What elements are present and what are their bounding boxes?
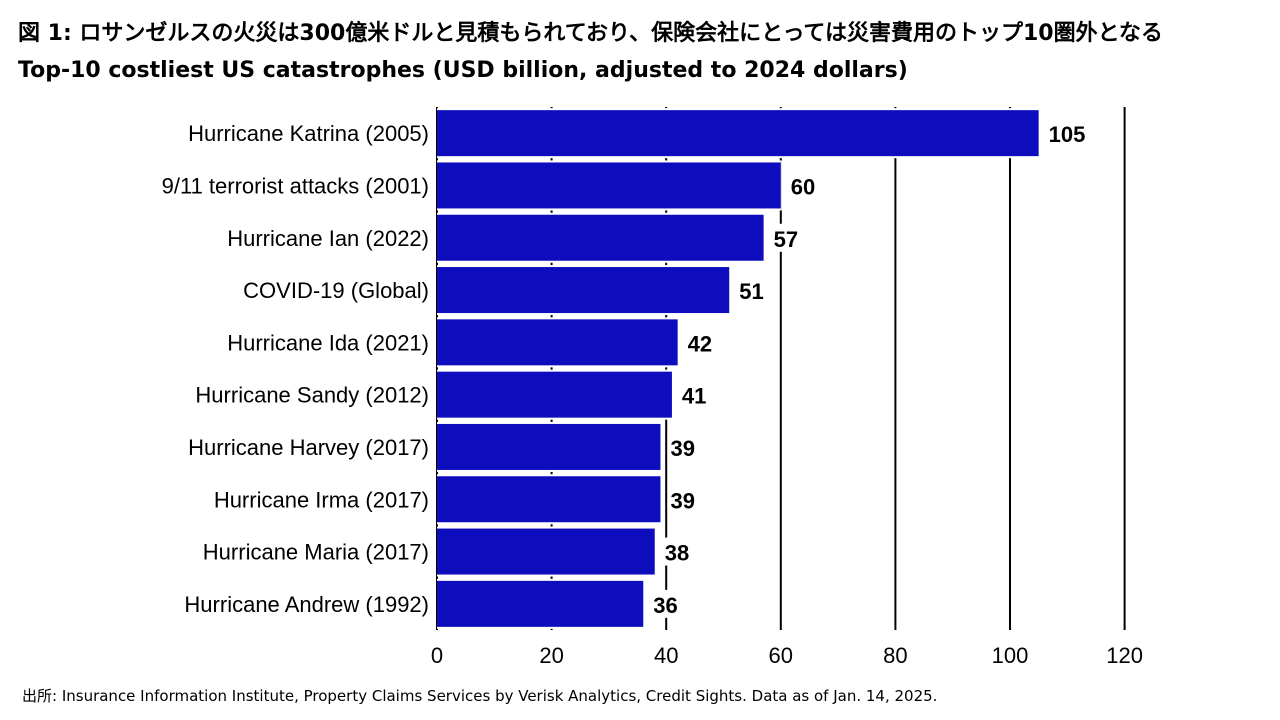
chart-title: 図 1: ロサンゼルスの火災は300億米ドルと見積もられており、保険会社にとって… (18, 21, 1163, 46)
chart-subtitle: Top-10 costliest US catastrophes (USD bi… (18, 58, 908, 83)
category-label: Hurricane Ian (2022) (227, 226, 429, 251)
value-label: 41 (682, 384, 706, 409)
category-label: Hurricane Ida (2021) (227, 330, 429, 355)
category-label: Hurricane Irma (2017) (214, 487, 429, 512)
bar (437, 580, 644, 627)
value-label: 105 (1049, 122, 1086, 147)
category-label: 9/11 terrorist attacks (2001) (162, 173, 429, 198)
value-label-background (678, 380, 711, 409)
bar (437, 371, 672, 418)
x-tick-label: 0 (431, 643, 443, 668)
category-label: Hurricane Maria (2017) (203, 540, 429, 565)
value-label: 39 (670, 436, 694, 461)
value-label: 60 (791, 174, 815, 199)
bar (437, 476, 661, 523)
source-note: 出所: Insurance Information Institute, Pro… (22, 687, 938, 705)
bar (437, 162, 781, 209)
bars (437, 108, 1040, 629)
labels: 0 20 40 60 80 100 120 Hurricane Katrina (2005) 1… (162, 119, 1143, 668)
value-label: 39 (670, 488, 694, 513)
bar (437, 528, 655, 575)
value-label: 42 (688, 331, 712, 356)
value-label: 38 (665, 541, 689, 566)
category-label: COVID-19 (Global) (243, 278, 429, 303)
category-label: Hurricane Katrina (2005) (188, 121, 429, 146)
value-label-background (684, 328, 717, 357)
value-label-background (667, 485, 700, 514)
bar (437, 319, 678, 366)
bar (437, 267, 730, 314)
value-label-background (667, 432, 700, 461)
value-label-background (736, 276, 769, 305)
x-tick-label: 80 (883, 643, 907, 668)
category-label: Hurricane Harvey (2017) (188, 435, 429, 460)
x-tick-label: 120 (1106, 643, 1143, 668)
x-tick-label: 40 (654, 643, 678, 668)
value-label: 57 (774, 227, 798, 252)
value-label-background (1045, 119, 1091, 148)
x-tick-label: 100 (992, 643, 1029, 668)
value-label: 51 (739, 279, 763, 304)
x-tick-label: 60 (769, 643, 793, 668)
value-label-background (787, 171, 820, 200)
bar (437, 423, 661, 470)
bar (437, 110, 1039, 157)
value-label-background (770, 223, 803, 252)
x-tick-label: 20 (539, 643, 563, 668)
value-label: 36 (653, 593, 677, 618)
bar (437, 214, 764, 261)
category-label: Hurricane Sandy (2012) (195, 383, 429, 408)
category-label: Hurricane Andrew (1992) (184, 592, 429, 617)
value-label-background (650, 589, 683, 618)
value-label-background (661, 537, 694, 566)
